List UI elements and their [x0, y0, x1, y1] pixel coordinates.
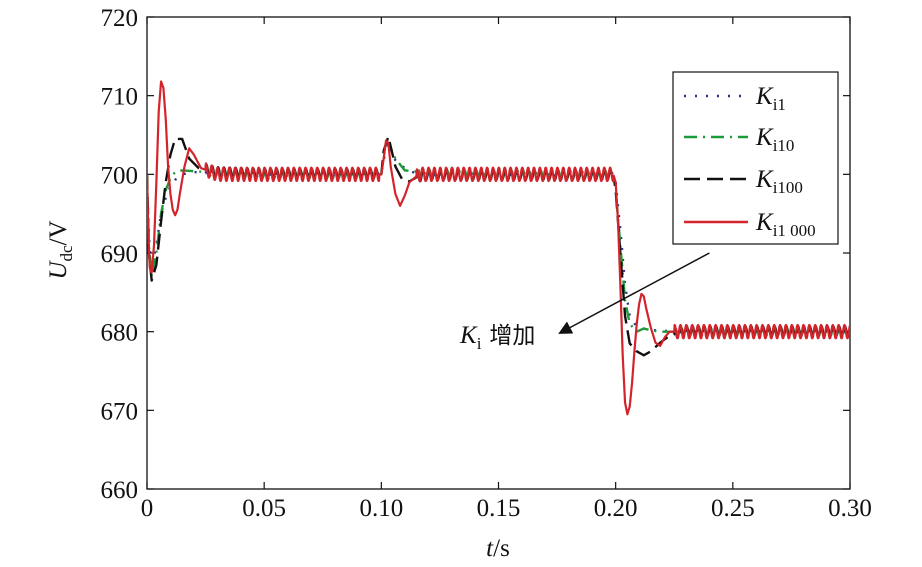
x-tick-label: 0.10 — [359, 495, 403, 522]
legend-label: Ki100 — [755, 166, 803, 197]
y-axis-label: Udc/V — [45, 220, 76, 279]
x-tick-label: 0.05 — [242, 495, 286, 522]
x-tick-label: 0.30 — [828, 495, 872, 522]
x-axis-label: t/s — [486, 535, 510, 562]
x-tick-label: 0.25 — [711, 495, 755, 522]
x-axis: 0 0.05 0.10 0.15 0.20 0.25 0.30 — [141, 17, 872, 522]
legend: Ki1 Ki10 Ki100 Ki1 000 — [672, 71, 839, 245]
annotation-text: Ki 增加 — [459, 322, 535, 353]
ki-increase-annotation: Ki 增加 — [459, 252, 710, 353]
legend-label: Ki1 000 — [755, 209, 816, 240]
series-line-i1000 — [147, 80, 850, 416]
svg-text:Udc/V: Udc/V — [45, 220, 76, 279]
x-tick-label: 0 — [141, 495, 154, 522]
y-tick-label: 670 — [101, 398, 139, 425]
y-tick-label: 720 — [101, 5, 139, 32]
y-tick-label: 690 — [101, 241, 139, 268]
y-axis: 660 670 680 690 700 710 720 — [101, 5, 850, 504]
x-tick-label: 0.20 — [594, 495, 638, 522]
y-tick-label: 660 — [101, 477, 139, 504]
legend-label: Ki10 — [755, 124, 794, 155]
y-tick-label: 700 — [101, 162, 139, 189]
y-tick-label: 680 — [101, 320, 139, 347]
legend-box — [672, 71, 839, 245]
annotation-arrow — [558, 252, 710, 334]
y-tick-label: 710 — [101, 84, 139, 111]
legend-label: Ki1 — [755, 83, 786, 114]
series-layer — [147, 80, 850, 416]
x-tick-label: 0.15 — [477, 495, 521, 522]
